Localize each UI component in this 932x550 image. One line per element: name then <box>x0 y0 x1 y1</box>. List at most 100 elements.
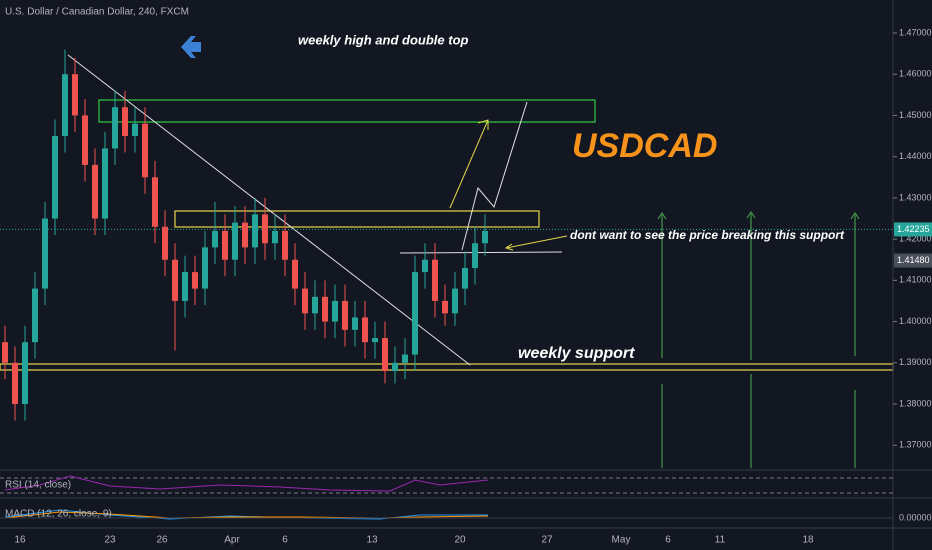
trend-line <box>67 54 471 366</box>
x-tick-label: 26 <box>156 535 168 546</box>
candle-body <box>442 300 448 314</box>
y-tick-label: 1.37000 <box>899 440 932 450</box>
candle-body <box>2 342 8 363</box>
candle-body <box>52 136 58 219</box>
candle-body <box>202 247 208 289</box>
price-label: 1.41480 <box>897 255 930 265</box>
candle-body <box>382 338 388 372</box>
candle-body <box>112 107 118 149</box>
arrow-head <box>477 119 489 130</box>
candle-body <box>352 317 358 330</box>
indicator-label: MACD (12, 26, close, 9) <box>5 509 112 520</box>
candle-body <box>472 243 478 268</box>
candle-body <box>22 342 28 405</box>
candle-body <box>252 214 258 248</box>
candle-body <box>162 226 168 260</box>
x-tick-label: 23 <box>104 535 116 546</box>
y-tick-label: 1.47000 <box>899 27 932 37</box>
pointer <box>505 235 568 249</box>
candle-body <box>142 123 148 178</box>
x-tick-label: 13 <box>366 535 378 546</box>
y-tick-label: 1.40000 <box>899 316 932 326</box>
candle-body <box>192 272 198 289</box>
candle-body <box>452 288 458 314</box>
weekly-high-box <box>98 99 596 123</box>
candle-body <box>172 259 178 301</box>
chart-title: U.S. Dollar / Canadian Dollar, 240, FXCM <box>5 7 189 18</box>
y-tick-label: 1.46000 <box>899 69 932 79</box>
candle-body <box>322 296 328 322</box>
annotation: USDCAD <box>572 127 717 165</box>
candle-body <box>272 230 278 244</box>
candle-body <box>182 272 188 301</box>
candle-body <box>332 300 338 322</box>
x-tick-label: 6 <box>282 535 288 546</box>
candle-body <box>222 230 228 260</box>
x-tick-label: 27 <box>541 535 553 546</box>
drawings <box>0 36 894 468</box>
candle-body <box>282 230 288 260</box>
x-tick-label: 6 <box>665 535 671 546</box>
price-label: 1.42235 <box>897 224 930 234</box>
x-tick-label: 16 <box>14 535 26 546</box>
candle-body <box>342 300 348 330</box>
candle-body <box>62 74 68 137</box>
y-tick-label: 1.38000 <box>899 398 932 408</box>
macd-line <box>4 509 488 520</box>
candle-body <box>82 115 88 165</box>
candle-body <box>152 177 158 227</box>
candle-body <box>242 222 248 248</box>
y-tick-label: 1.43000 <box>899 192 932 202</box>
candle-body <box>312 296 318 314</box>
annotation: dont want to see the price breaking this… <box>570 228 845 242</box>
candle-body <box>102 148 108 219</box>
candle-body <box>132 123 138 137</box>
annotation: weekly high and double top <box>298 32 469 47</box>
candle-body <box>372 338 378 343</box>
candle-body <box>262 214 268 244</box>
annotation: weekly support <box>518 345 635 362</box>
candle-body <box>292 259 298 289</box>
target-arrows <box>657 211 860 468</box>
x-tick-label: 20 <box>454 535 466 546</box>
price-badge <box>894 253 932 268</box>
double-top-box <box>174 210 540 228</box>
x-tick-label: Apr <box>224 535 240 546</box>
candle-body <box>392 362 398 372</box>
arrow <box>449 119 489 209</box>
candle-body <box>422 259 428 273</box>
support-line <box>399 251 563 254</box>
back-arrow-icon <box>181 36 201 58</box>
candle-body <box>212 230 218 248</box>
candle-body <box>12 362 18 405</box>
x-tick-label: 18 <box>802 535 814 546</box>
candle-body <box>462 267 468 289</box>
pointer-head <box>504 243 514 251</box>
candle-body <box>92 164 98 219</box>
candle-body <box>32 288 38 343</box>
candle-body <box>362 317 368 343</box>
candle-body <box>482 230 488 244</box>
candle-body <box>432 259 438 301</box>
candle-body <box>302 288 308 314</box>
x-tick-label: 11 <box>715 535 726 546</box>
y-tick-label: 1.45000 <box>899 110 932 120</box>
price-badge <box>894 222 932 237</box>
rsi-line <box>4 475 489 492</box>
candle-body <box>402 354 408 363</box>
y-tick-label: 1.41000 <box>899 275 932 285</box>
y-tick-label: 1.44000 <box>899 151 932 161</box>
signal-line <box>4 511 489 519</box>
y-tick-label: 1.42000 <box>899 233 932 243</box>
y-tick-label: 0.00000 <box>899 512 932 522</box>
x-tick-label: May <box>612 535 631 546</box>
y-tick-label: 1.39000 <box>899 357 932 367</box>
candle-body <box>122 107 128 137</box>
path-line <box>461 101 528 251</box>
candle-body <box>232 222 238 260</box>
indicator-label: RSI (14, close) <box>5 480 71 491</box>
candle-body <box>412 272 418 355</box>
candle-body <box>72 74 78 116</box>
candle-body <box>42 218 48 289</box>
